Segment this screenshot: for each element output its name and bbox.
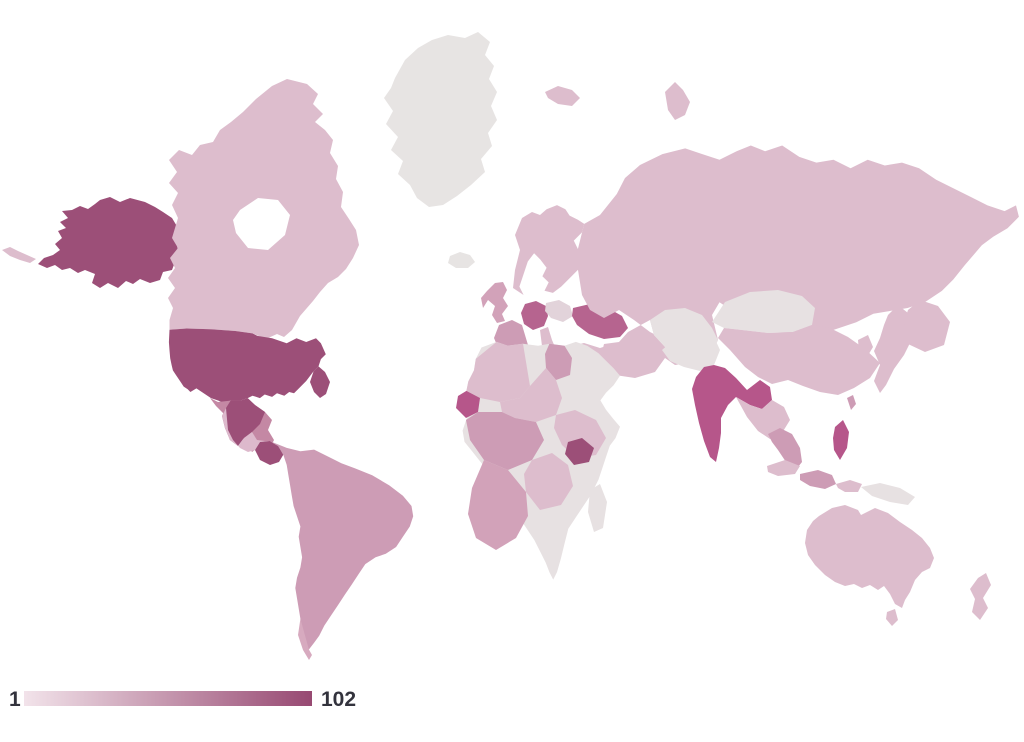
svg-text:1: 1: [9, 688, 21, 711]
svg-text:102: 102: [321, 688, 356, 711]
